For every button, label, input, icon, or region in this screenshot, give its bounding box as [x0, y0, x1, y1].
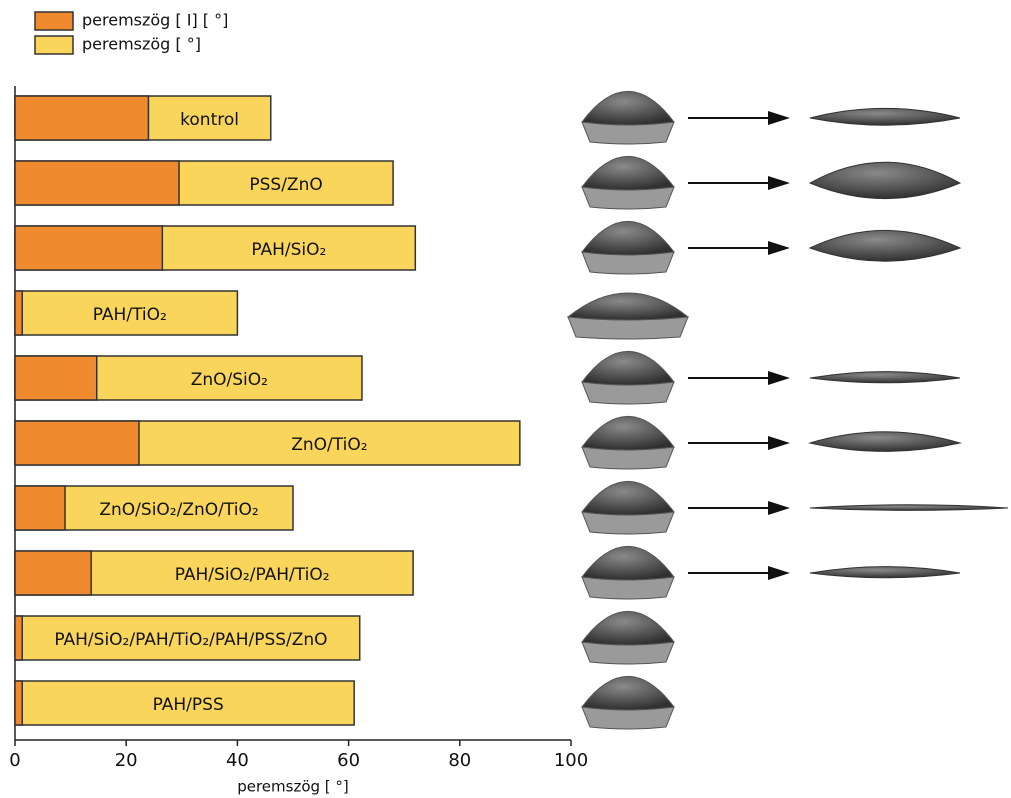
- droplet-base: [581, 576, 675, 600]
- arrow-head: [768, 436, 790, 450]
- bar: [14, 485, 66, 531]
- droplet-top: [581, 610, 675, 646]
- arrow-head: [768, 111, 790, 125]
- bar-label: ZnO/TiO₂: [291, 435, 367, 455]
- spread-droplet: [809, 566, 961, 579]
- x-tick-label: 100: [554, 750, 588, 771]
- bar: [14, 420, 140, 466]
- droplet-base: [581, 706, 675, 730]
- x-tick-label: 60: [337, 750, 360, 771]
- spread-droplet: [809, 107, 961, 126]
- spread-droplet: [808, 161, 962, 200]
- bar: [14, 615, 23, 661]
- droplet-base: [581, 641, 675, 665]
- x-tick-label: 80: [448, 750, 471, 771]
- bar-label: ZnO/SiO₂/ZnO/TiO₂: [99, 500, 258, 520]
- droplet-base: [581, 186, 675, 210]
- droplet-top: [581, 545, 675, 581]
- legend-label: peremszög [ °]: [82, 35, 201, 54]
- droplet-base: [581, 511, 675, 535]
- bar: [14, 680, 23, 726]
- bar-label: PAH/SiO₂/PAH/TiO₂/PAH/PSS/ZnO: [54, 630, 327, 650]
- x-axis-label: peremszög [ °]: [237, 778, 349, 796]
- arrow-head: [768, 566, 790, 580]
- bar-label: PAH/TiO₂: [93, 305, 167, 325]
- bar-label: PSS/ZnO: [249, 175, 322, 195]
- bar: [14, 680, 355, 726]
- spread-droplet: [808, 431, 962, 452]
- droplet-top: [581, 675, 675, 711]
- legend-label: peremszög [ I] [ °]: [82, 11, 228, 30]
- bar-label: ZnO/SiO₂: [191, 370, 268, 390]
- bar: [14, 225, 164, 271]
- droplet-top: [581, 415, 675, 451]
- bar-label: PAH/SiO₂: [251, 240, 326, 260]
- bar: [14, 95, 150, 141]
- droplet-top: [581, 220, 675, 256]
- droplet-top: [581, 480, 675, 516]
- bar: [14, 160, 180, 206]
- arrow-head: [768, 176, 790, 190]
- droplet-top: [581, 90, 675, 126]
- arrow-head: [768, 501, 790, 515]
- x-tick-label: 40: [226, 750, 249, 771]
- bar-label: kontrol: [180, 110, 239, 130]
- bar: [14, 355, 98, 401]
- bar-label: PAH/SiO₂/PAH/TiO₂: [175, 565, 330, 585]
- spread-droplet: [808, 230, 962, 262]
- droplet-base: [581, 446, 675, 470]
- spread-droplet: [809, 371, 961, 384]
- droplet-base: [581, 381, 675, 405]
- droplet-base: [567, 316, 689, 340]
- bar: [14, 615, 361, 661]
- bar: [14, 290, 23, 336]
- droplet-top: [581, 155, 675, 191]
- arrow-head: [768, 241, 790, 255]
- legend-swatch: [34, 11, 74, 31]
- bar-label: PAH/PSS: [153, 695, 224, 715]
- x-tick-label: 20: [115, 750, 138, 771]
- legend-swatch: [34, 35, 74, 55]
- droplet-base: [581, 121, 675, 145]
- bar: [14, 550, 92, 596]
- droplet-top: [566, 292, 690, 321]
- x-tick-label: 0: [9, 750, 20, 771]
- bar: [14, 290, 239, 336]
- spread-droplet: [809, 504, 1009, 511]
- droplet-top: [581, 350, 675, 386]
- droplet-base: [581, 251, 675, 275]
- arrow-head: [768, 371, 790, 385]
